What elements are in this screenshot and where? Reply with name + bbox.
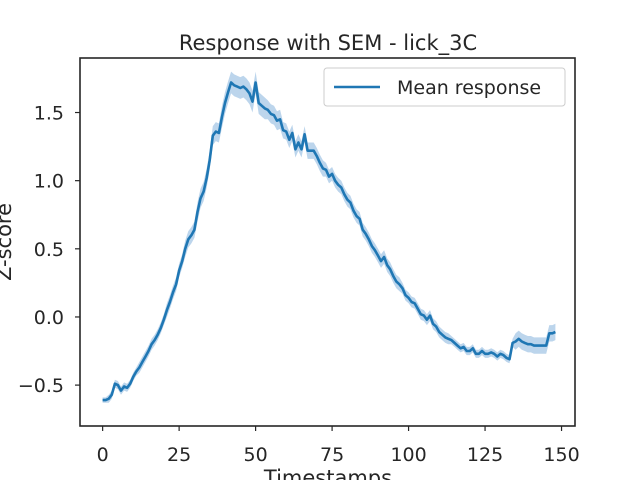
- x-tick-label: 150: [543, 444, 579, 466]
- y-axis-ticks: −0.5 0.0 0.5 1.0 1.5: [18, 103, 80, 397]
- x-tick-label: 75: [320, 444, 344, 466]
- y-tick-label: 1.0: [34, 171, 64, 193]
- y-axis-label: Z-score: [0, 203, 16, 281]
- x-axis-ticks: 0 25 50 75 100 125 150: [97, 426, 580, 466]
- legend-label-mean-response: Mean response: [397, 77, 541, 99]
- y-tick-label: 0.5: [34, 239, 64, 261]
- y-tick-label: 1.5: [34, 103, 64, 125]
- x-tick-label: 125: [467, 444, 503, 466]
- series-line-mean-response: [102, 81, 556, 402]
- y-tick-label: −0.5: [18, 375, 64, 397]
- chart-title: Response with SEM - lick_3C: [179, 31, 477, 56]
- legend-box: [323, 67, 566, 107]
- plot-area-frame: [79, 57, 576, 427]
- x-tick-label: 100: [390, 444, 426, 466]
- x-tick-label: 50: [244, 444, 268, 466]
- x-tick-label: 0: [97, 444, 109, 466]
- legend: Mean response: [323, 67, 566, 107]
- sem-band: [102, 71, 556, 403]
- x-tick-label: 25: [167, 444, 191, 466]
- series-line-layer: [102, 81, 556, 402]
- x-axis-label: Timestamps: [263, 466, 392, 480]
- y-tick-label: 0.0: [34, 307, 64, 329]
- sem-band-layer: [102, 71, 556, 403]
